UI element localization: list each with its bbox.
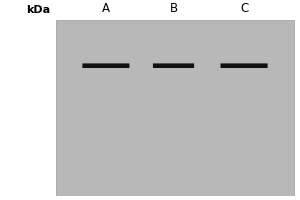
FancyBboxPatch shape — [153, 63, 194, 68]
Text: A: A — [102, 2, 110, 15]
Text: C: C — [240, 2, 248, 15]
FancyBboxPatch shape — [82, 63, 129, 68]
FancyBboxPatch shape — [220, 63, 268, 68]
Text: kDa: kDa — [26, 5, 50, 15]
Text: B: B — [169, 2, 178, 15]
FancyBboxPatch shape — [56, 20, 294, 196]
